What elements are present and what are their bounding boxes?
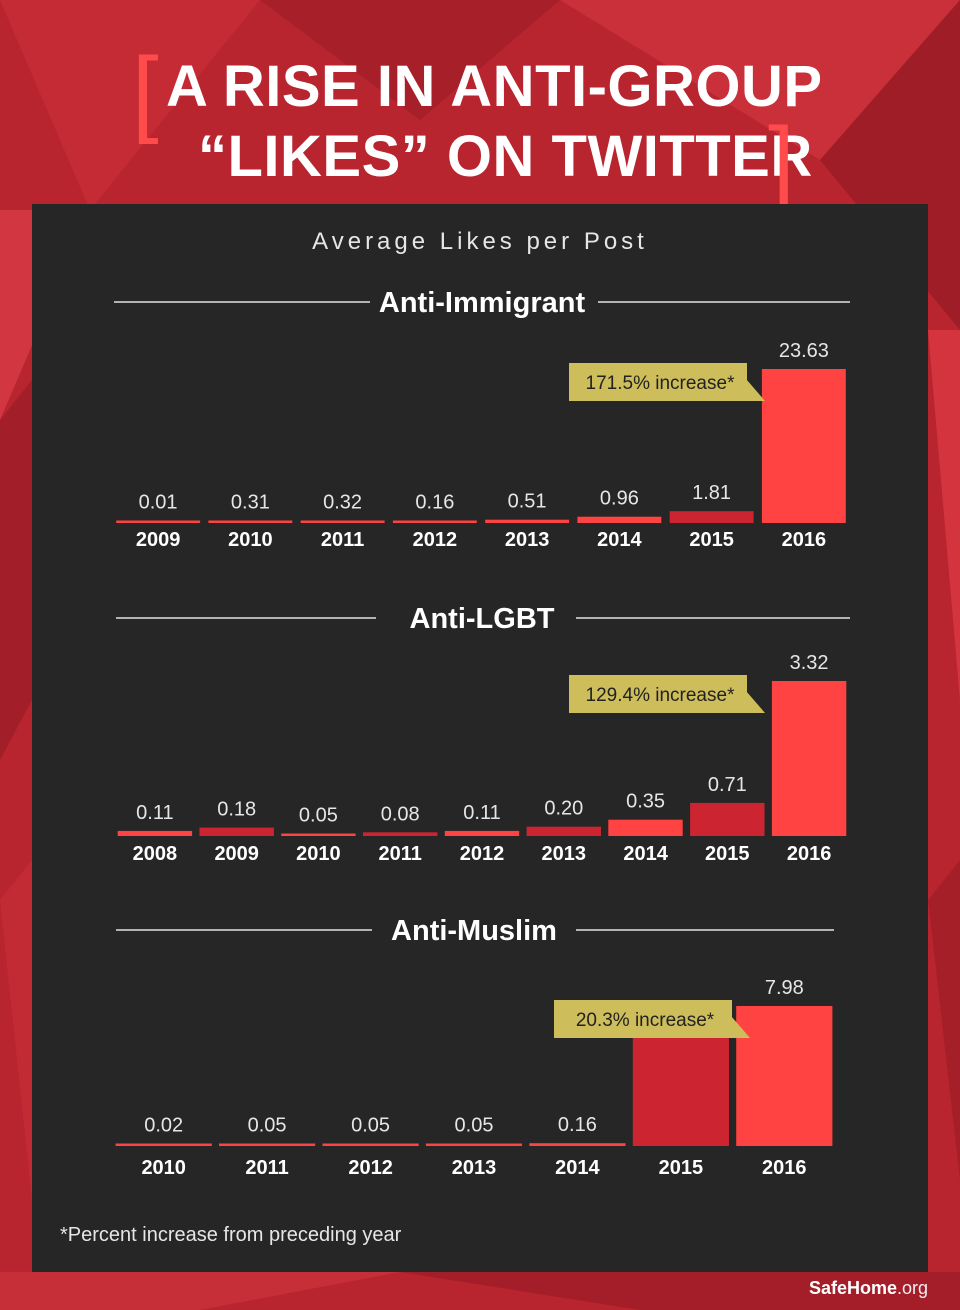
anti-lgbt-year-label: 2014 [623,843,668,865]
anti-muslim-year-label: 2013 [452,1157,497,1179]
anti-lgbt-year-label: 2013 [542,843,587,865]
anti-immigrant-year-label: 2016 [782,529,827,551]
anti-immigrant-callout-box [569,363,765,401]
title-line-1: A RISE IN ANTI-GROUP [166,54,823,119]
anti-lgbt-value-label: 0.20 [544,798,583,820]
anti-immigrant-value-label: 0.31 [231,492,270,514]
anti-lgbt-value-label: 0.35 [626,791,665,813]
chart-subtitle: Average Likes per Post [312,228,648,255]
open-bracket: [ [132,38,159,145]
anti-muslim-year-label: 2015 [659,1157,704,1179]
anti-muslim-value-label: 7.98 [765,977,804,999]
anti-lgbt-bar [608,819,683,836]
anti-immigrant-bar [300,520,385,523]
title-line-2: “LIKES” ON TWITTER [198,124,813,189]
anti-immigrant-year-label: 2009 [136,529,181,551]
anti-lgbt-year-label: 2012 [460,843,505,865]
anti-lgbt-year-label: 2008 [133,843,178,865]
anti-immigrant-bar [116,520,201,523]
close-bracket: ] [768,108,795,215]
anti-lgbt-value-label: 0.71 [708,774,747,796]
anti-lgbt-year-label: 2009 [214,843,259,865]
anti-immigrant-value-label: 1.81 [692,482,731,504]
anti-muslim-year-label: 2014 [555,1157,600,1179]
anti-muslim-callout-box [554,1000,750,1038]
anti-lgbt-bar [363,832,438,836]
anti-immigrant-value-label: 0.51 [508,491,547,513]
anti-muslim-year-label: 2010 [141,1157,186,1179]
anti-muslim-value-label: 0.05 [248,1115,287,1137]
anti-muslim-year-label: 2011 [245,1157,288,1179]
footnote: *Percent increase from preceding year [60,1224,402,1246]
brand-name: SafeHome [808,1278,897,1298]
anti-lgbt-value-label: 0.08 [381,803,420,825]
anti-muslim-value-label: 0.05 [455,1115,494,1137]
brand-logo: SafeHome.org [809,1278,928,1299]
anti-lgbt-bar [444,830,520,836]
anti-muslim-bar [425,1143,523,1146]
anti-lgbt-bar [526,826,601,836]
chart-panel: Average Likes per Post Anti-Immigrant 0.0… [32,204,928,1272]
anti-lgbt-bar [690,802,765,836]
anti-lgbt-year-label: 2010 [296,843,341,865]
anti-lgbt-bar [281,833,356,836]
anti-muslim-year-label: 2012 [348,1157,393,1179]
anti-immigrant-bar [761,369,846,523]
anti-immigrant-year-label: 2014 [597,529,642,551]
anti-immigrant-bar [485,519,570,523]
anti-muslim-callout-text: 20.3% increase* [576,1010,715,1031]
anti-lgbt-callout-text: 129.4% increase* [586,685,736,706]
anti-lgbt-value-label: 0.11 [136,802,173,824]
anti-immigrant-title: Anti-Immigrant [379,287,586,319]
anti-muslim-title: Anti-Muslim [391,915,557,947]
anti-immigrant-value-label: 0.32 [323,492,362,514]
anti-immigrant-year-label: 2015 [689,529,734,551]
anti-lgbt-year-label: 2015 [705,843,750,865]
brand-suffix: .org [896,1278,928,1298]
anti-lgbt-bar [199,827,274,836]
anti-immigrant-year-label: 2013 [505,529,550,551]
charts-svg: Anti-Immigrant 0.01 2009 0.31 2010 0.32 2011 0.… [114,287,850,1179]
anti-immigrant-callout-text: 171.5% increase* [586,373,736,394]
anti-immigrant-bar [577,516,662,523]
anti-muslim-bar [736,1006,833,1146]
anti-immigrant-value-label: 0.16 [415,492,454,514]
anti-muslim-bar [529,1143,626,1146]
anti-muslim-value-label: 0.05 [351,1115,390,1137]
anti-muslim-value-label: 0.02 [144,1115,183,1137]
anti-muslim-year-label: 2016 [762,1157,807,1179]
anti-immigrant-bar [392,520,477,523]
anti-immigrant-bar [669,511,754,523]
anti-lgbt-title: Anti-LGBT [410,603,555,635]
anti-muslim-bar [219,1143,316,1146]
anti-muslim-value-label: 0.16 [558,1114,597,1136]
anti-lgbt-value-label: 0.11 [463,802,500,824]
anti-lgbt-value-label: 0.05 [299,805,338,827]
title-block: [ A RISE IN ANTI-GROUP “LIKES” ON TWITTE… [0,38,960,210]
anti-lgbt-bar [771,681,847,836]
anti-lgbt-value-label: 3.32 [790,652,829,674]
anti-muslim-bar [632,1031,729,1146]
anti-immigrant-bar [208,520,293,523]
anti-lgbt-bar [117,830,193,836]
anti-immigrant-value-label: 0.96 [600,488,639,510]
anti-immigrant-year-label: 2010 [228,529,273,551]
anti-lgbt-year-label: 2011 [379,843,422,865]
anti-muslim-bar [322,1143,419,1146]
anti-muslim-bar [115,1143,212,1146]
anti-lgbt-callout-box [569,675,765,713]
anti-immigrant-value-label: 0.01 [139,492,178,514]
anti-immigrant-year-label: 2011 [321,529,364,551]
anti-immigrant-year-label: 2012 [413,529,458,551]
anti-lgbt-year-label: 2016 [787,843,832,865]
anti-immigrant-value-label: 23.63 [779,340,829,362]
anti-lgbt-value-label: 0.18 [217,799,256,821]
